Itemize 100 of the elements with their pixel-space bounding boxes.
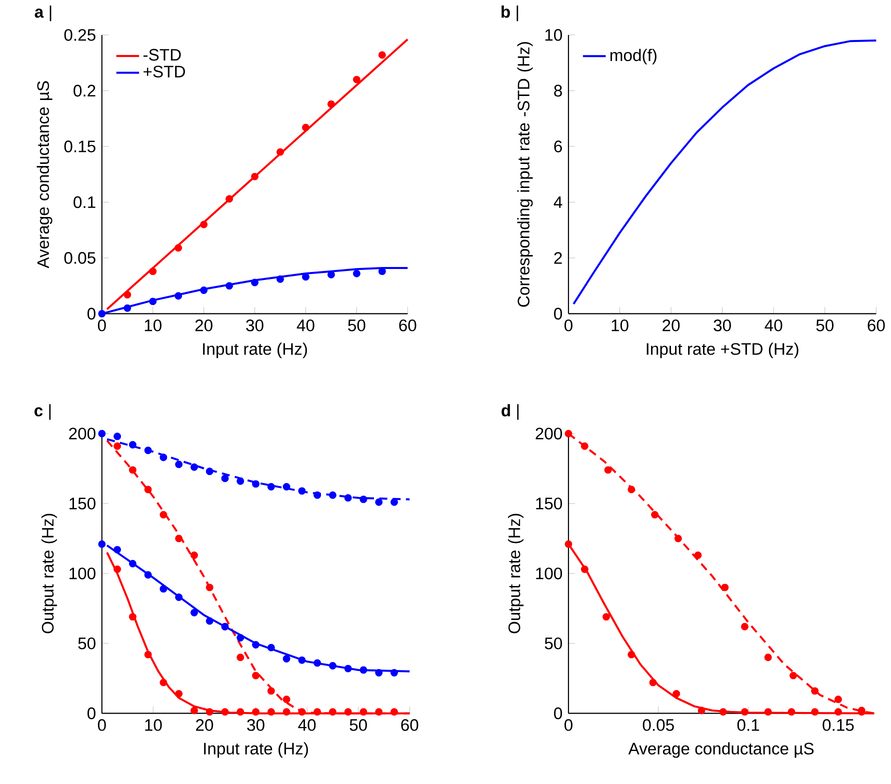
point: [360, 708, 368, 716]
point: [580, 565, 588, 573]
x-tick-label: 0.05: [642, 719, 674, 731]
point: [360, 495, 368, 503]
x-tick-label: 50: [348, 319, 366, 332]
x-tick-label: 60: [399, 319, 416, 332]
y-tick-label: 0.25: [64, 28, 96, 41]
x-tick-label: 30: [714, 319, 731, 332]
point: [352, 270, 360, 278]
point: [698, 706, 706, 714]
x-axis-title: Input rate (Hz): [203, 342, 307, 358]
point: [282, 708, 290, 716]
point: [719, 708, 727, 716]
point: [114, 432, 122, 440]
x-tick-label: 30: [246, 319, 264, 332]
legend-label: +STD: [144, 66, 185, 78]
point: [282, 654, 290, 662]
x-tick-label: 60: [401, 719, 418, 731]
point: [267, 482, 275, 490]
point: [790, 672, 797, 680]
point: [298, 487, 306, 495]
point: [298, 656, 306, 664]
y-axis-title: Output rate (Hz): [41, 514, 57, 634]
point: [128, 440, 136, 448]
x-tick-label: 0.15: [822, 719, 854, 731]
point: [390, 708, 398, 716]
point: [352, 76, 360, 84]
point: [160, 678, 168, 686]
point: [721, 584, 729, 592]
y-tick-label: 4: [554, 196, 562, 208]
point: [740, 708, 748, 716]
point: [834, 708, 842, 716]
chart-title: c |: [34, 404, 51, 420]
point: [344, 494, 352, 502]
y-tick-label: 50: [78, 637, 96, 650]
point: [834, 695, 842, 703]
point: [811, 687, 819, 695]
point: [251, 278, 258, 286]
point: [236, 477, 244, 485]
point: [226, 194, 234, 202]
point: [375, 668, 383, 676]
point: [282, 695, 290, 703]
y-tick-label: 0.1: [74, 196, 96, 208]
point: [604, 466, 612, 474]
point: [175, 690, 183, 698]
point: [764, 654, 772, 661]
point: [328, 662, 336, 670]
point: [98, 540, 106, 548]
y-tick-label: 8: [554, 84, 562, 96]
point: [160, 584, 168, 592]
y-tick-label: 2: [554, 252, 562, 264]
point: [160, 510, 168, 518]
y-tick-label: 10: [545, 28, 562, 41]
y-tick-label: 100: [536, 567, 562, 580]
x-tick-label: 20: [196, 719, 214, 731]
x-tick-label: 0: [564, 719, 572, 731]
point: [124, 304, 132, 312]
point: [328, 708, 336, 716]
point: [674, 534, 682, 542]
point: [360, 666, 368, 674]
point: [236, 708, 244, 716]
x-tick-label: 50: [350, 719, 367, 731]
chart-title: d |: [502, 404, 519, 420]
y-tick-label: 100: [70, 567, 96, 580]
point: [200, 220, 208, 228]
legend-label: mod(f): [610, 48, 656, 64]
point: [564, 430, 572, 438]
point: [144, 446, 152, 454]
x-tick-label: 0.1: [737, 719, 760, 731]
chart-title: b |: [502, 5, 518, 22]
point: [327, 100, 335, 108]
point: [128, 612, 136, 620]
point: [302, 124, 310, 132]
x-tick-label: 0: [564, 319, 572, 332]
legend-label: -STD: [143, 48, 181, 61]
point: [174, 244, 182, 252]
point: [206, 617, 214, 625]
point: [651, 510, 659, 518]
point: [200, 286, 208, 294]
y-tick-label: 0.2: [74, 84, 96, 96]
y-tick-label: 200: [69, 428, 96, 440]
y-tick-label: 0: [554, 308, 562, 320]
point: [811, 708, 819, 716]
point: [149, 267, 157, 275]
point: [144, 486, 152, 494]
point: [206, 467, 214, 475]
point: [128, 466, 136, 474]
x-tick-label: 10: [144, 319, 162, 332]
point: [788, 708, 796, 716]
x-axis-title: Input rate (Hz): [204, 742, 308, 758]
point: [226, 282, 234, 290]
point: [649, 678, 657, 686]
point: [236, 654, 244, 661]
x-tick-label: 10: [145, 719, 162, 731]
point: [344, 664, 352, 672]
point: [144, 570, 152, 578]
y-tick-label: 6: [554, 140, 562, 152]
point: [375, 708, 383, 716]
point: [252, 672, 260, 680]
point: [740, 622, 748, 630]
